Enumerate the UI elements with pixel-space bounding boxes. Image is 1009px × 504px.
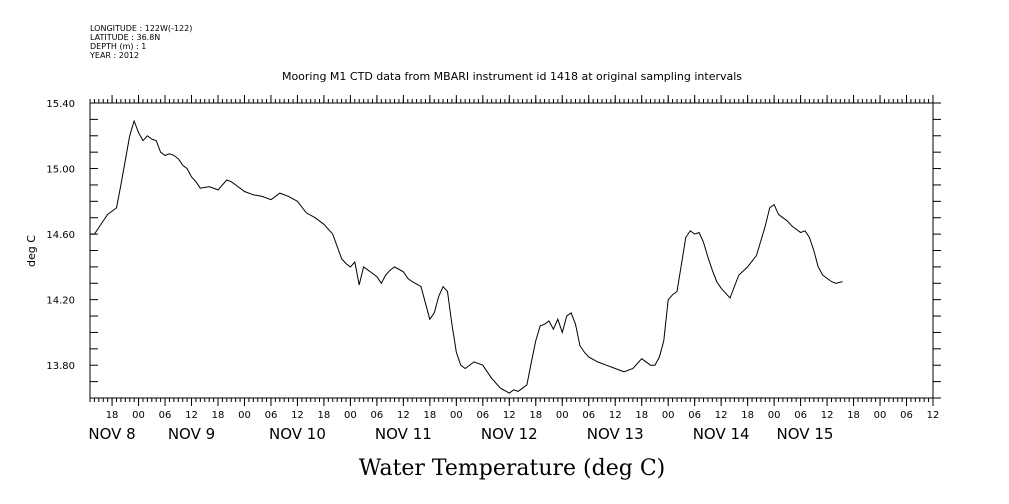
x-tick-labels: 18 00 06 12 18 00 06 12 18 00 06 12 18 00 06 12 18 00 06 12… xyxy=(88,410,939,443)
y-tick-label: 13.80 xyxy=(46,361,75,372)
x-hour-tick-label: 06 xyxy=(265,410,278,421)
plot-frame xyxy=(89,102,934,399)
y-tick-label: 14.60 xyxy=(46,230,75,241)
x-hour-tick-label: 12 xyxy=(821,410,834,421)
x-day-label: NOV 10 xyxy=(269,425,326,443)
x-hour-tick-label: 00 xyxy=(874,410,887,421)
x-hour-tick-label: 00 xyxy=(450,410,463,421)
x-hour-tick-label: 12 xyxy=(715,410,728,421)
x-day-label: NOV 12 xyxy=(481,425,538,443)
metadata-year: YEAR : 2012 xyxy=(89,51,139,60)
x-hour-tick-label: 06 xyxy=(159,410,172,421)
x-hour-tick-label: 12 xyxy=(291,410,304,421)
x-hour-tick-label: 00 xyxy=(132,410,145,421)
x-hour-tick-label: 06 xyxy=(794,410,807,421)
x-hour-tick-label: 06 xyxy=(900,410,913,421)
series-group xyxy=(90,119,843,394)
x-hour-tick-label: 06 xyxy=(476,410,489,421)
x-hour-tick-label: 18 xyxy=(423,410,436,421)
x-day-label: NOV 14 xyxy=(693,425,750,443)
x-axis-label: Water Temperature (deg C) xyxy=(359,456,666,481)
x-hour-tick-label: 18 xyxy=(318,410,331,421)
y-tick-label: 15.40 xyxy=(46,99,75,110)
series-line-water-temperature xyxy=(90,119,843,394)
x-hour-tick-label: 18 xyxy=(847,410,860,421)
x-day-label: NOV 13 xyxy=(587,425,644,443)
x-hour-tick-label: 12 xyxy=(185,410,198,421)
x-hour-tick-label: 06 xyxy=(582,410,595,421)
x-hour-tick-label: 12 xyxy=(609,410,622,421)
y-tick-label: 15.00 xyxy=(46,165,75,176)
x-hour-tick-label: 18 xyxy=(635,410,648,421)
metadata-latitude: LATITUDE : 36.8N xyxy=(90,33,160,42)
x-hour-tick-label: 00 xyxy=(238,410,251,421)
x-hour-tick-label: 00 xyxy=(662,410,675,421)
x-hour-tick-label: 00 xyxy=(344,410,357,421)
metadata-block: LONGITUDE : 122W(-122) LATITUDE : 36.8N … xyxy=(89,24,192,60)
x-hour-tick-label: 00 xyxy=(768,410,781,421)
x-day-label: NOV 15 xyxy=(777,425,834,443)
x-hour-tick-label: 12 xyxy=(927,410,940,421)
y-tick-labels: 15.40 15.00 14.60 14.20 13.80 xyxy=(46,99,75,372)
metadata-longitude: LONGITUDE : 122W(-122) xyxy=(90,24,192,33)
x-hour-tick-label: 06 xyxy=(688,410,701,421)
x-hour-tick-label: 06 xyxy=(371,410,384,421)
x-day-label: NOV 8 xyxy=(88,425,135,443)
tick-marks xyxy=(89,95,941,406)
x-hour-tick-label: 18 xyxy=(741,410,754,421)
x-day-label: NOV 11 xyxy=(375,425,432,443)
x-hour-tick-label: 18 xyxy=(529,410,542,421)
chart-title: Mooring M1 CTD data from MBARI instrumen… xyxy=(282,70,742,83)
y-tick-label: 14.20 xyxy=(46,296,75,307)
metadata-depth: DEPTH (m) : 1 xyxy=(90,42,146,51)
x-day-label: NOV 9 xyxy=(168,425,215,443)
x-hour-tick-label: 12 xyxy=(397,410,410,421)
x-hour-tick-label: 18 xyxy=(212,410,225,421)
x-hour-tick-label: 12 xyxy=(503,410,516,421)
x-hour-tick-label: 00 xyxy=(556,410,569,421)
y-axis-label: deg C xyxy=(25,235,38,267)
x-hour-tick-label: 18 xyxy=(106,410,119,421)
